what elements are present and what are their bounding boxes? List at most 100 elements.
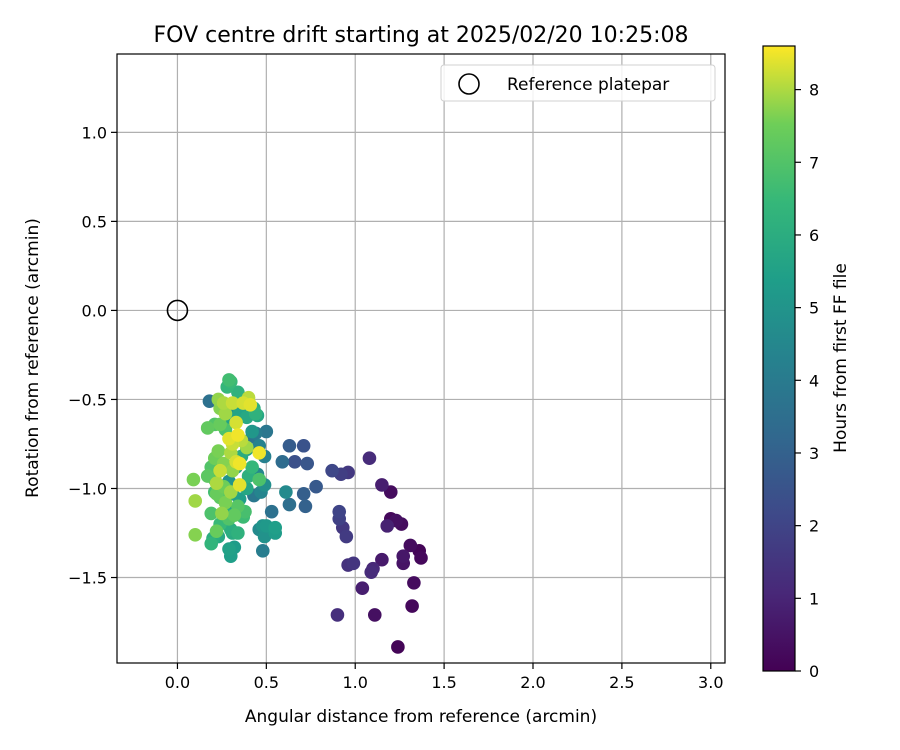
data-point [204,536,219,551]
data-point [275,454,290,469]
data-point [245,424,259,439]
x-tick-label: 0.5 [254,673,279,692]
data-point [279,485,293,499]
x-tick-label: 1.0 [342,673,367,692]
data-point [259,424,274,439]
data-point [362,451,377,466]
colorbar-tick-label: 8 [809,81,819,100]
data-point [296,438,311,453]
data-point [375,478,389,492]
data-point [407,576,421,590]
colorbar-tick-label: 1 [809,589,819,608]
x-axis-label: Angular distance from reference (arcmin) [245,707,597,727]
data-point [186,472,201,487]
data-point [225,396,240,410]
colorbar-label: Hours from first FF file [831,263,851,453]
data-point [375,552,389,567]
data-point [245,460,259,474]
data-point [405,599,419,613]
data-point [298,499,313,514]
data-point [264,504,279,519]
data-point [287,454,302,469]
data-point [339,529,354,544]
x-tick-label: 0.0 [165,673,190,692]
colorbar-tick-label: 6 [809,226,819,245]
data-point [396,549,411,563]
colorbar-tick-label: 7 [809,153,819,172]
data-point [218,406,233,421]
data-point [213,417,227,432]
data-point [330,608,345,622]
y-tick-label: −1.0 [68,479,107,498]
data-points [186,373,428,654]
data-point [232,478,247,492]
colorbar: 0 1 2 3 4 5 6 7 8 Hours from first FF file [762,45,851,681]
colorbar-tick-label: 0 [809,662,819,681]
plot-frame [116,53,726,664]
data-point [213,463,227,478]
data-point [209,476,224,490]
x-axis-ticks: 0.0 0.5 1.0 1.5 2.0 2.5 3.0 [165,663,724,692]
x-tick-label: 2.0 [520,673,545,692]
data-point [346,556,361,571]
data-point [200,421,215,435]
x-tick-label: 2.5 [609,673,634,692]
reference-platepar-marker [166,299,189,322]
data-point [355,581,370,596]
data-point [257,529,272,544]
data-point [188,527,203,542]
y-axis-ticks: −1.5 −1.0 −0.5 0.0 0.5 1.0 [68,123,117,588]
data-point [222,542,236,556]
data-point [231,428,245,442]
data-point [222,373,236,387]
data-point [391,640,405,654]
data-point [282,438,297,453]
data-point [209,524,224,539]
y-tick-label: 0.0 [82,301,107,320]
data-point [215,506,229,521]
data-point [218,495,233,510]
colorbar-gradient [762,45,796,672]
data-point [414,551,428,565]
data-point [227,508,242,523]
y-tick-label: 1.0 [82,123,107,142]
data-point [296,487,311,501]
data-point [231,385,245,400]
y-tick-label: −1.5 [68,569,107,588]
legend-marker [458,73,480,95]
data-point [364,565,379,579]
data-point [232,456,247,471]
legend: Reference platepar [440,64,716,102]
x-tick-label: 3.0 [698,673,723,692]
data-point [268,520,283,535]
colorbar-ticks: 0 1 2 3 4 5 6 7 8 [795,81,819,681]
data-point [204,506,219,521]
data-point [282,497,297,512]
chart-title: FOV centre drift starting at 2025/02/20 … [154,23,689,48]
data-point [367,608,382,622]
data-point [188,494,203,508]
data-point [252,472,267,487]
y-axis-label: Rotation from reference (arcmin) [23,218,43,498]
colorbar-tick-label: 4 [809,371,819,390]
data-point [231,526,245,540]
y-tick-label: 0.5 [82,212,107,231]
data-point [309,479,323,494]
data-point [380,519,395,533]
x-tick-label: 1.5 [431,673,456,692]
grid [117,54,725,663]
colorbar-tick-label: 3 [809,444,819,463]
data-point [211,444,226,458]
data-point [229,415,243,430]
data-point [243,397,258,412]
legend-box [440,64,716,102]
data-point [325,463,339,478]
data-point [255,544,270,558]
data-point [252,446,267,460]
data-point [300,456,315,471]
colorbar-tick-label: 5 [809,299,819,318]
data-point [332,504,347,519]
legend-entry-reference-platepar: Reference platepar [507,75,669,95]
colorbar-tick-label: 2 [809,517,819,536]
